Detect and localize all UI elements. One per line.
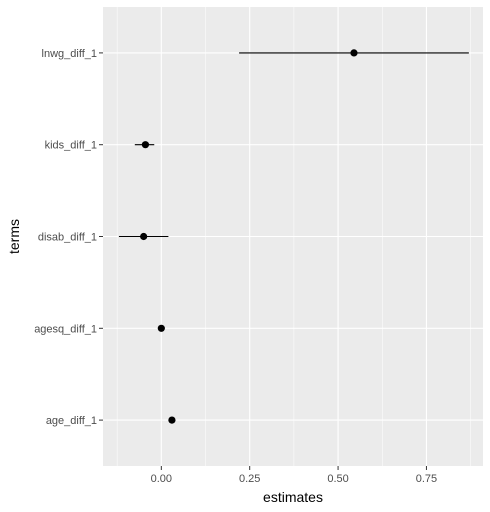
y-axis-title: terms xyxy=(6,219,22,254)
x-axis-title: estimates xyxy=(263,489,323,505)
x-axis-ticks: 0.00 0.25 0.50 0.75 xyxy=(151,466,437,485)
y-tick-label: kids_diff_1 xyxy=(45,140,97,152)
estimate-point xyxy=(350,49,358,57)
estimate-point xyxy=(140,232,148,241)
y-axis-ticks: age_diff_1 agesq_diff_1 disab_diff_1 kids_d… xyxy=(34,48,103,427)
x-tick-label: 0.25 xyxy=(239,473,260,485)
estimate-point xyxy=(141,141,150,149)
y-tick-label: lnwg_diff_1 xyxy=(42,48,97,60)
estimate-point xyxy=(168,416,176,424)
y-tick-label: disab_diff_1 xyxy=(38,232,97,244)
x-tick-label: 0.75 xyxy=(416,473,437,485)
y-tick-label: agesq_diff_1 xyxy=(34,323,97,335)
y-tick-label: age_diff_1 xyxy=(46,415,97,427)
data-marks xyxy=(118,49,469,424)
x-tick-label: 0.00 xyxy=(151,473,172,485)
x-tick-label: 0.50 xyxy=(327,473,348,485)
estimate-point xyxy=(157,324,165,332)
